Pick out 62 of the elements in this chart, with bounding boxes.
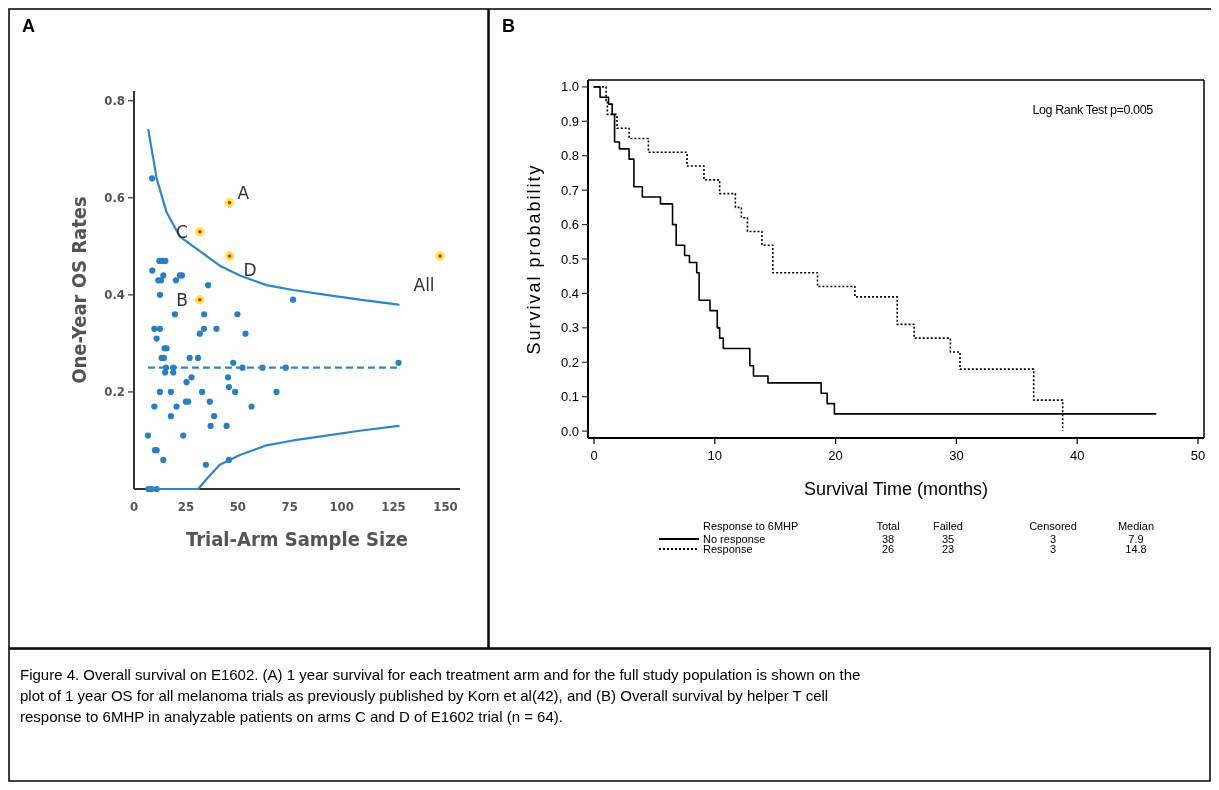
x-tick-label: 50 (1190, 448, 1206, 463)
x-tick-label: 25 (177, 499, 195, 514)
annotation: B (176, 289, 188, 310)
x-tick-label: 20 (828, 448, 843, 463)
legend-label: No response (703, 533, 766, 545)
annotation: D (243, 260, 257, 281)
annotation: Log Rank Test p=0.005 (1032, 103, 1154, 117)
text: 26 (881, 543, 895, 555)
y-tick-label: 0.3 (560, 320, 579, 336)
annotation: A (237, 182, 250, 203)
x-tick-label: 150 (433, 499, 458, 514)
legend-title: Response to 6MHP (703, 520, 799, 532)
text: 14.8 (1125, 543, 1147, 555)
y-tick-label: 0.4 (560, 285, 579, 301)
x-tick-label: 10 (707, 448, 723, 463)
text: Total (876, 520, 900, 532)
text: 23 (941, 543, 955, 555)
y-tick-label: 0.9 (560, 113, 579, 129)
y-tick-label: 1.0 (560, 79, 579, 95)
chart-title: A (22, 16, 35, 36)
point (224, 197, 235, 208)
y-tick-label: 0.2 (104, 384, 125, 400)
y-tick-label: 0.0 (560, 423, 579, 439)
y-tick-label: 0.2 (560, 354, 579, 370)
y-tick-label: 0.8 (560, 148, 579, 164)
point (195, 226, 205, 237)
text: 35 (941, 533, 955, 545)
text: Failed (933, 520, 963, 532)
text: Median (1117, 520, 1155, 532)
annotation: C (175, 221, 188, 242)
x-tick-label: 0 (590, 448, 598, 463)
text: 3 (1049, 533, 1057, 545)
x-axis-title: Survival Time (months) (803, 479, 989, 499)
x-tick-label: 40 (1069, 448, 1085, 463)
line-series (147, 424, 400, 491)
y-tick-label: 0.6 (104, 190, 125, 206)
x-tick-label: 125 (381, 499, 406, 514)
text: 7.9 (1128, 533, 1144, 545)
y-axis-title: Survival probability (524, 163, 544, 355)
x-axis-title: Trial-Arm Sample Size (186, 527, 408, 551)
x-tick-label: 30 (949, 448, 964, 463)
point (195, 294, 205, 305)
x-tick-label: 100 (329, 499, 354, 514)
x-tick-label: 0 (129, 499, 139, 514)
y-tick-label: 0.6 (560, 217, 579, 233)
line-series (147, 128, 400, 306)
y-tick-label: 0.1 (560, 389, 579, 405)
text: Censored (1029, 520, 1077, 532)
y-axis-title: One-Year OS Rates (67, 196, 91, 384)
y-tick-label: 0.7 (560, 182, 579, 198)
y-tick-label: 0.5 (560, 251, 579, 267)
point (435, 251, 445, 261)
point (224, 251, 235, 261)
chart-title: B (502, 16, 515, 36)
y-tick-label: 0.4 (104, 287, 125, 303)
x-tick-label: 50 (229, 499, 246, 514)
x-tick-label: 75 (281, 499, 298, 514)
text: 38 (881, 533, 895, 545)
y-tick-label: 0.8 (104, 93, 125, 109)
caption: Figure 4. Overall survival on E1602. (A) 1 year survival for each treatment arm and for the full study population is shown on the plot of 1 year OS for all melanoma trials as previously published by Korn et al(42), and (B) Overall survival by helper T cell response to 6MHP in analyzable patients on arms C and D of E1602 trial (n = 64). (20, 666, 861, 725)
text: 3 (1049, 543, 1057, 555)
annotation: All (413, 275, 435, 296)
